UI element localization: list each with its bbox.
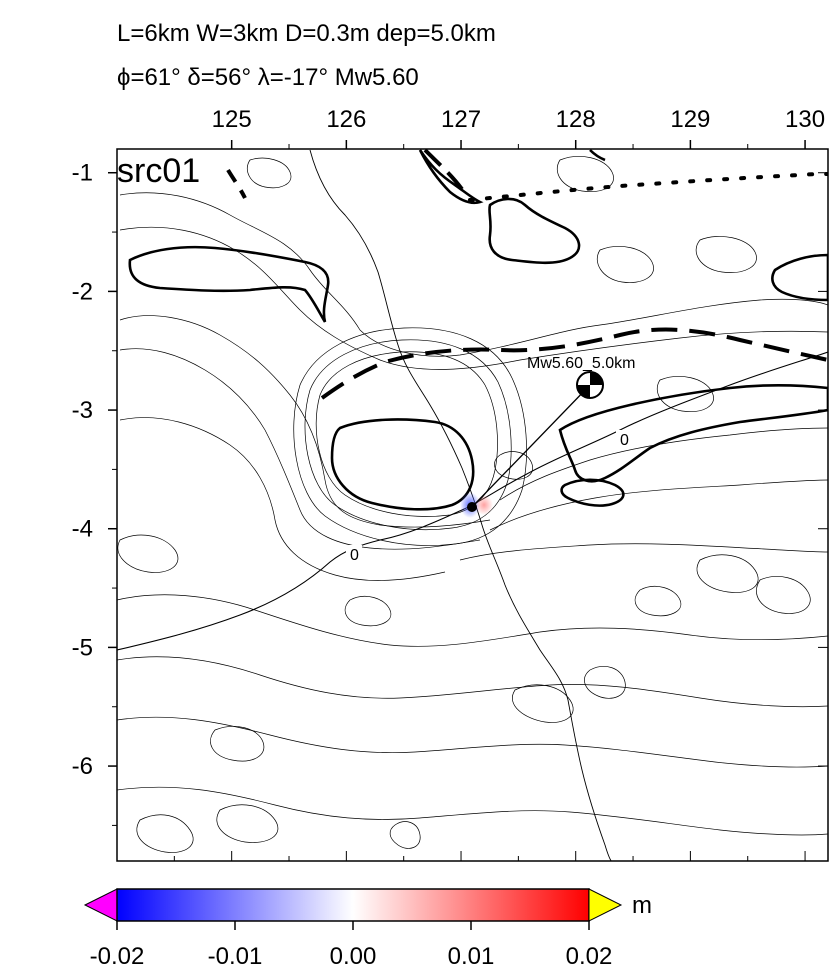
uplift-lobe	[475, 495, 493, 515]
plate-boundary-north	[423, 149, 468, 197]
x-tick-label: 129	[670, 106, 710, 133]
x-tick-label: 130	[785, 106, 825, 133]
event-label: Mw5.60_5.0km	[527, 355, 636, 372]
y-axis: -1 -2 -3 -4 -5 -6	[72, 160, 828, 826]
map-frame	[116, 148, 829, 862]
colorbar-tick-label: 0.01	[448, 943, 495, 970]
y-tick-label: -3	[72, 397, 93, 424]
colorbar-high-triangle	[588, 888, 623, 922]
colorbar-tick-label: 0.02	[566, 943, 613, 970]
panel-label: src01	[117, 152, 200, 190]
colorbar-tick-label: -0.02	[90, 943, 145, 970]
source-point	[467, 502, 477, 512]
focal-mechanism-icon	[576, 371, 604, 399]
event-link-line	[471, 384, 591, 508]
colorbar-tick-label: -0.01	[208, 943, 263, 970]
plate-boundary-west	[226, 168, 247, 199]
x-tick-label: 127	[441, 106, 481, 133]
y-tick-label: -2	[72, 278, 93, 305]
title-focal-mechanism: ϕ=61° δ=56° λ=-17° Mw5.60	[117, 64, 419, 91]
plate-boundary-dashed	[320, 327, 828, 400]
thick-contours	[128, 149, 828, 511]
colorbar-tick-label: 0.00	[330, 943, 377, 970]
contour-label-zero-west: 0	[350, 547, 359, 564]
y-tick-label: -5	[72, 634, 93, 661]
x-axis: 125 126 127 128 129 130	[173, 106, 825, 861]
x-tick-label: 126	[326, 106, 366, 133]
x-tick-label: 128	[556, 106, 596, 133]
colorbar-gradient	[116, 888, 590, 922]
y-tick-label: -6	[72, 753, 93, 780]
colorbar-unit: m	[632, 892, 652, 919]
plate-boundary-dotted	[468, 172, 828, 202]
y-tick-label: -1	[72, 160, 93, 187]
contour-label-zero-east: 0	[620, 432, 629, 449]
y-tick-label: -4	[72, 516, 93, 543]
coastline	[309, 149, 612, 861]
colorbar: m -0.02 -0.01 0.00 0.01 0.02	[83, 888, 652, 970]
title-fault-parameters: L=6km W=3km D=0.3m dep=5.0km	[117, 20, 496, 47]
x-tick-label: 125	[212, 106, 252, 133]
colorbar-low-triangle	[83, 888, 118, 922]
